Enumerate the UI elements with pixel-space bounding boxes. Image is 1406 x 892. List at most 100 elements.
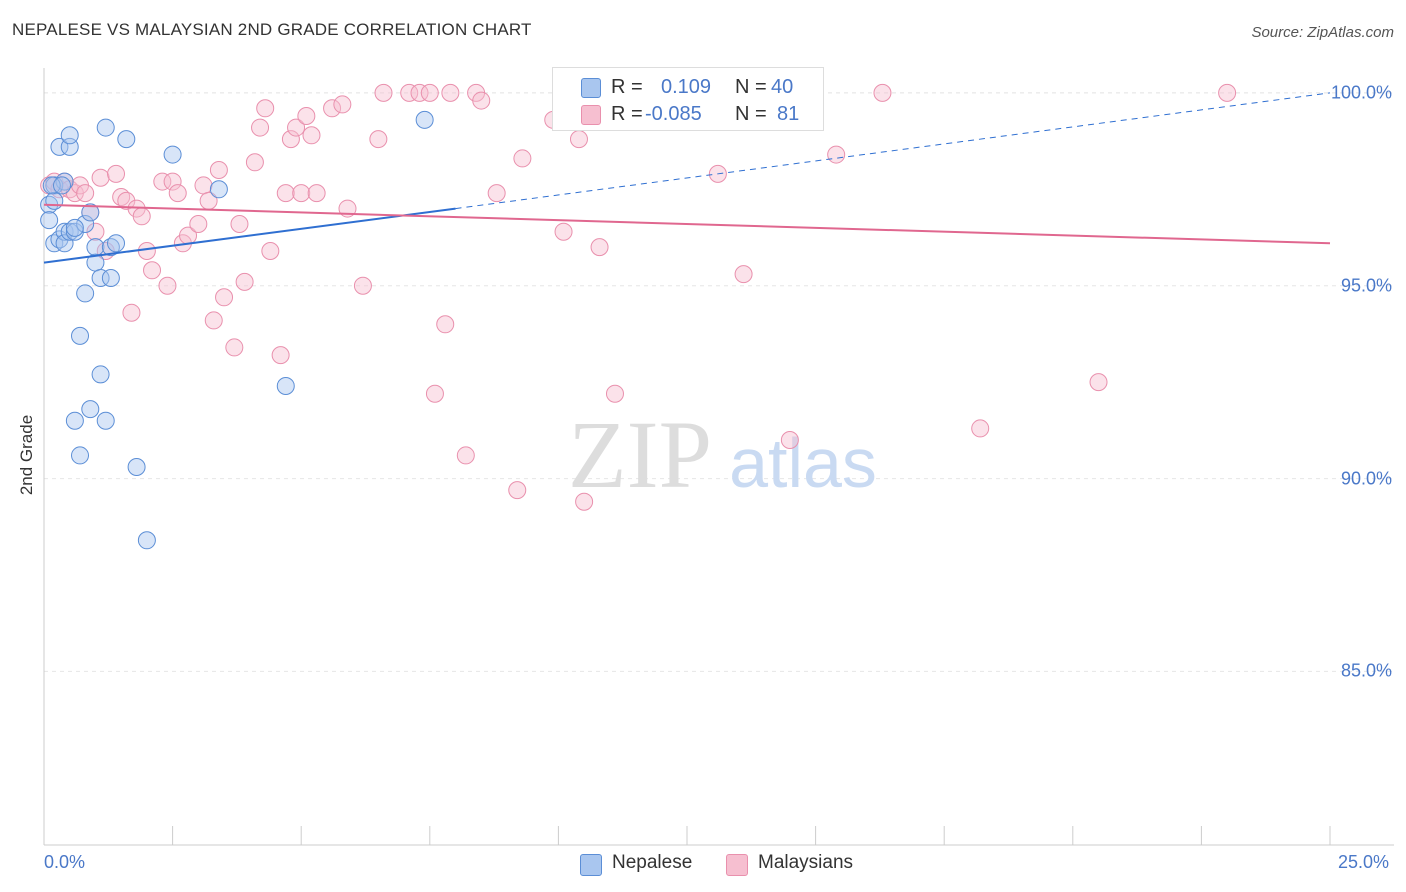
malaysians-point (400, 83, 419, 102)
nepalese-point (71, 446, 90, 465)
nepalese-point (81, 203, 100, 222)
nepalese-trend-extension (455, 92, 1331, 210)
malaysians-point (209, 161, 228, 179)
y-tick-label: 85.0% (1340, 660, 1392, 681)
nepalese-point (209, 180, 228, 199)
nepalese-point (101, 269, 120, 287)
nepalese-point (42, 176, 61, 195)
nepalese-point (96, 411, 115, 430)
nepalese-point (107, 234, 126, 253)
malaysians-point (353, 276, 372, 295)
watermark-atlas: atlas (729, 424, 877, 502)
malaysians-point (1218, 83, 1237, 102)
malaysians-point (281, 130, 300, 149)
nepalese-point (71, 326, 90, 345)
malaysians-point (369, 130, 388, 149)
malaysians-point (251, 118, 270, 137)
nepalese-point (50, 137, 69, 156)
malaysians-point (780, 431, 799, 449)
legend-item-malaysians[interactable]: Malaysians (726, 851, 876, 877)
nepalese-legend-swatch (580, 854, 602, 876)
malaysians-point (456, 446, 475, 465)
malaysians-trend-line (43, 203, 1331, 245)
nepalese-point (65, 222, 84, 241)
y-tick-label: 100.0% (1330, 82, 1392, 103)
malaysians-point (410, 83, 429, 102)
nepalese-trend-line (43, 207, 456, 264)
malaysians-point (204, 311, 223, 330)
nepalese-point (65, 411, 84, 430)
legend-row-malaysians: R = -0.085 N = 81 (553, 101, 823, 127)
nepalese-point (276, 377, 295, 395)
nepalese-point (137, 531, 156, 550)
malaysians-point (230, 215, 249, 233)
malaysians-point (297, 107, 316, 125)
malaysians-point (420, 83, 439, 102)
x-tick-max: 25.0% (1338, 852, 1390, 872)
malaysians-swatch (581, 105, 601, 125)
nepalese-point (55, 234, 74, 253)
x-tick-min: 0.0% (44, 852, 86, 872)
nepalese-swatch (581, 78, 601, 98)
nepalese-point (86, 238, 105, 257)
malaysians-point (153, 172, 172, 191)
nepalese-point (60, 126, 79, 145)
malaysians-point (873, 83, 892, 102)
malaysians-point (554, 222, 573, 241)
malaysians-point (158, 276, 177, 295)
nepalese-point (163, 145, 182, 164)
malaysians-point (215, 288, 234, 307)
malaysians-point (441, 83, 460, 102)
malaysians-point (117, 191, 136, 210)
nepalese-point (91, 365, 110, 384)
malaysians-point (271, 346, 290, 365)
source-label: Source: ZipAtlas.com (1251, 24, 1394, 41)
malaysians-point (189, 215, 208, 233)
malaysians-point (143, 261, 162, 280)
nepalese-point (65, 218, 84, 237)
malaysians-point (590, 238, 609, 257)
malaysians-point (333, 95, 352, 114)
malaysians-point (575, 492, 594, 511)
malaysians-point (132, 207, 151, 226)
malaysians-point (513, 149, 532, 168)
malaysians-point (261, 242, 280, 260)
nepalese-point (40, 211, 59, 230)
nepalese-point (96, 118, 115, 137)
axes (43, 68, 1394, 846)
nepalese-points (40, 110, 434, 550)
malaysians-point (107, 164, 126, 183)
n-label: N = (735, 76, 767, 98)
y-tick-label: 95.0% (1340, 275, 1392, 296)
nepalese-point (91, 269, 110, 287)
nepalese-point (127, 458, 146, 476)
malaysians-point (225, 338, 244, 357)
r-label: R = (611, 103, 643, 125)
malaysians-point (256, 99, 275, 118)
nepalese-point (53, 176, 72, 195)
malaysians-r-value: -0.085 (645, 103, 702, 125)
nepalese-point (76, 284, 95, 303)
nepalese-point (76, 215, 95, 233)
y-tick-label: 90.0% (1340, 468, 1392, 489)
malaysians-point (374, 83, 393, 102)
malaysians-point (508, 481, 527, 500)
malaysians-point (287, 118, 306, 137)
legend-item-nepalese[interactable]: Nepalese (580, 851, 710, 877)
malaysians-n-value: 81 (777, 103, 800, 125)
nepalese-point (81, 400, 100, 419)
malaysians-point (436, 315, 455, 334)
malaysians-point (323, 99, 342, 118)
malaysians-legend-label: Malaysians (758, 852, 854, 873)
malaysians-legend-swatch (726, 854, 748, 876)
nepalese-r-value: 0.109 (661, 76, 712, 98)
malaysians-point (971, 419, 990, 438)
watermark-zip: ZIP (568, 401, 712, 508)
malaysians-point (487, 184, 506, 203)
malaysians-point (425, 384, 444, 403)
malaysians-point (194, 176, 213, 195)
n-label: N = (735, 103, 767, 125)
malaysians-point (734, 265, 753, 284)
nepalese-n-value: 40 (771, 76, 794, 98)
